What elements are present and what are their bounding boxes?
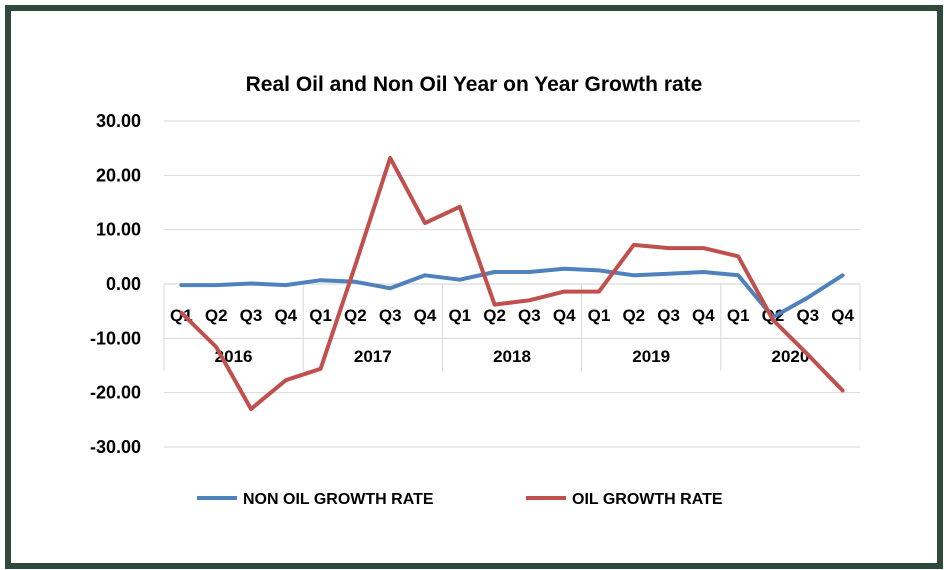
y-tick-label: 30.00 [96, 111, 141, 131]
x-tick-label: Q3 [518, 306, 541, 325]
x-tick-label: Q3 [379, 306, 402, 325]
legend-label: OIL GROWTH RATE [572, 491, 723, 508]
series-line-non-oil [179, 266, 845, 320]
series-layer [179, 155, 845, 411]
x-tick-label: Q4 [692, 306, 715, 325]
x-tick-label: Q3 [657, 306, 680, 325]
y-tick-label: 20.00 [96, 165, 141, 185]
x-tick-label: Q3 [240, 306, 263, 325]
x-tick-label: Q1 [309, 306, 332, 325]
x-tick-label: Q4 [274, 306, 297, 325]
legend-label: NON OIL GROWTH RATE [243, 491, 434, 508]
x-group-label: 2018 [493, 347, 531, 366]
x-tick-label: Q3 [796, 306, 819, 325]
y-tick-label: -30.00 [90, 437, 141, 457]
x-tick-label: Q4 [831, 306, 854, 325]
x-axis: Q1 Q2 Q3 Q4 Q1 Q2 Q3 Q4 Q1 Q2 Q3 Q4 Q1 Q2 Q3 Q4 Q1 Q2 Q3 Q4… [163, 283, 861, 371]
x-group-label: 2020 [771, 347, 809, 366]
chart-title: Real Oil and Non Oil Year on Year Growth… [246, 73, 703, 96]
y-tick-label: -10.00 [90, 328, 141, 348]
x-tick-label: Q1 [588, 306, 611, 325]
x-tick-label: Q4 [414, 306, 437, 325]
x-group-label: 2017 [354, 347, 392, 366]
x-tick-label: Q2 [205, 306, 228, 325]
x-tick-label: Q2 [622, 306, 645, 325]
chart-frame: Real Oil and Non Oil Year on Year Growth… [5, 5, 943, 569]
y-tick-label: -20.00 [90, 383, 141, 403]
x-tick-label: Q1 [727, 306, 750, 325]
y-axis-tick-labels: 30.00 20.00 10.00 0.00 -10.00 -20.00 -30.00 [90, 111, 141, 457]
series-line-oil [179, 155, 845, 411]
x-tick-label: Q2 [483, 306, 506, 325]
x-tick-label: Q2 [344, 306, 367, 325]
line-chart: Real Oil and Non Oil Year on Year Growth… [90, 73, 861, 508]
x-tick-label: Q1 [448, 306, 471, 325]
y-tick-label: 0.00 [106, 274, 141, 294]
x-tick-label: Q4 [553, 306, 576, 325]
y-tick-label: 10.00 [96, 220, 141, 240]
x-group-label: 2019 [632, 347, 670, 366]
legend: NON OIL GROWTH RATE OIL GROWTH RATE [197, 491, 723, 508]
